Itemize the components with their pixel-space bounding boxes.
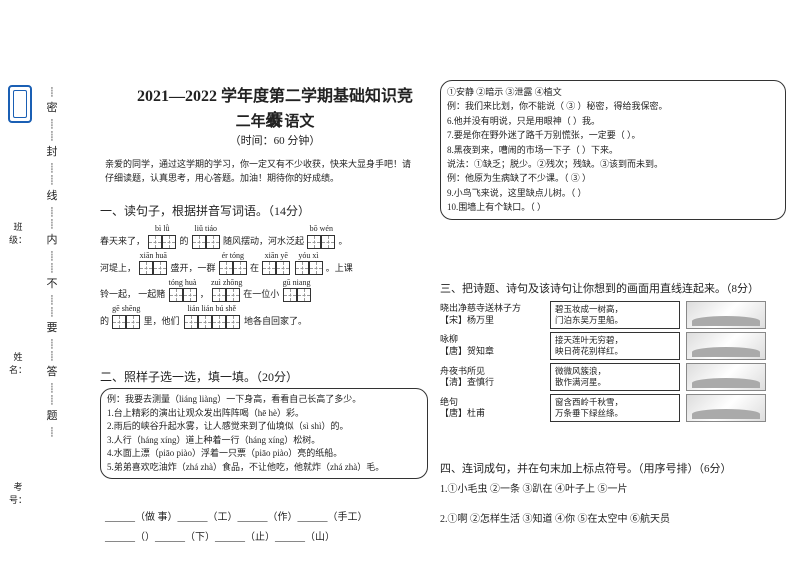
section-4-title: 四、连词成句，并在句末加上标点符号。（用序号排）（6分） [440,460,732,476]
landscape-icon [686,301,766,329]
section-2-bubble: 例：我要去测量（liáng liàng）一下身高，看看自己长高了多少。 1.台上… [100,388,428,479]
exam-subtitle: 二年级 语文 [130,110,420,131]
side-name: 姓名： [6,350,30,376]
side-num: 考号： [6,480,30,506]
q4-2: 2.①啊 ②怎样生活 ③知道 ④你 ⑤在太空中 ⑥航天员 [440,510,670,525]
stamp-icon [8,85,32,123]
poem-table: 晓出净慈寺送林子方【宋】杨万里 碧玉妆成一树高，门泊东吴万里船。 咏柳【唐】贺知… [440,298,786,425]
section-3-title: 三、把诗题、诗句及该诗句让你想到的画面用直线连起来。（8分） [440,280,759,296]
side-class: 班级： [6,220,30,246]
pinyin-area: 春天来了， bì lǜ 的 liǔ tiáo 随风摆动，河水泛起 bō wén … [100,222,420,330]
intro-text: 亲爱的同学，通过这学期的学习，你一定又有不少收获，快来大显身手吧！请仔细读题，认… [105,158,415,185]
landscape-icon [686,332,766,360]
section-1-title: 一、读句子，根据拼音写词语。（14分） [100,202,310,219]
landscape-icon [686,363,766,391]
right-bubble: ①安静 ②暗示 ③泄露 ④植文 例：我们来比划，你不能说（ ③ ）秘密，得给我保… [440,80,786,220]
section-2-title: 二、照样子选一选，填一填。（20分） [100,368,298,385]
q4-1: 1.①小毛虫 ②一条 ③趴在 ④叶子上 ⑤一片 [440,480,628,495]
landscape-icon [686,394,766,422]
seal-column: ┊ 密┊┊ 封┊┊ 线┊┊ 内┊┊ 不┊┊ 要┊┊ 答┊┊ 题┊ [44,85,60,525]
exam-time: （时间：60 分钟） [130,132,420,148]
fill-line-2: ______（）______（下）______（止）______（山） [105,528,335,543]
exam-paper: ┊ 密┊┊ 封┊┊ 线┊┊ 内┊┊ 不┊┊ 要┊┊ 答┊┊ 题┊ 班级： 姓名：… [0,0,794,561]
fill-line-1: ______（做 事）______（工）______（作）______（手工） [105,508,368,523]
